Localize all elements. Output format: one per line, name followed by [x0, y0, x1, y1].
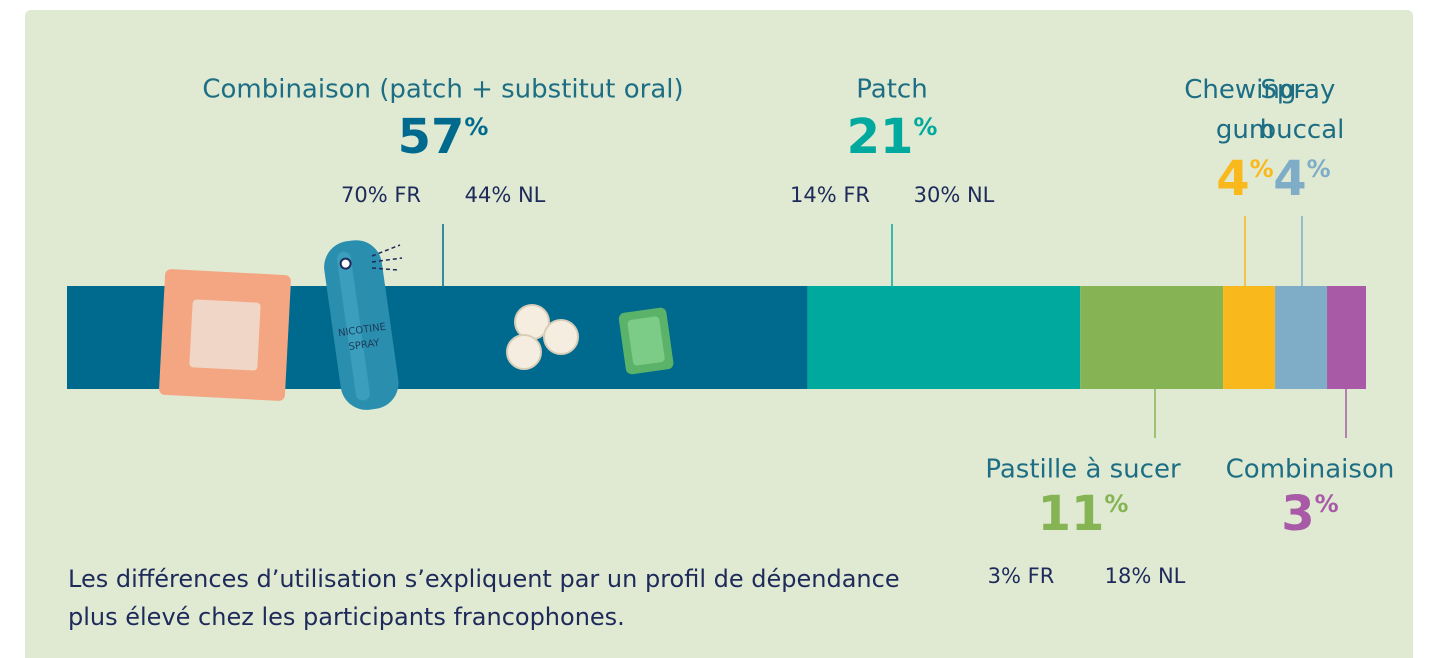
- category-label: Pastille à sucer: [985, 455, 1181, 485]
- note: Les différences d’utilisation s’explique…: [68, 565, 900, 631]
- value-label: 4%: [1216, 151, 1273, 207]
- detail-label: 14% FR: [790, 183, 870, 207]
- bar-segment: [1223, 286, 1276, 389]
- category-label: Patch: [856, 75, 927, 105]
- detail-label: 3% FR: [988, 564, 1055, 588]
- bar-segment: [1275, 286, 1328, 389]
- detail-label: 18% NL: [1105, 564, 1186, 588]
- category-label: Spray buccal: [1260, 75, 1345, 145]
- value-label: 3%: [1281, 486, 1338, 542]
- value-label: 11%: [1038, 486, 1129, 542]
- category-label: Combinaison (patch + substitut oral): [202, 75, 683, 105]
- value-label: 57%: [398, 109, 489, 165]
- detail-label: 44% NL: [465, 183, 546, 207]
- bar-segment: [807, 286, 1081, 389]
- bar-segment: [1327, 286, 1366, 389]
- category-label: Combinaison: [1226, 455, 1395, 485]
- detail-label: 70% FR: [341, 183, 421, 207]
- value-label: 21%: [847, 109, 938, 165]
- bar-segment: [1080, 286, 1224, 389]
- detail-label: 30% NL: [914, 183, 995, 207]
- category-label: Chewing-gum: [1184, 75, 1305, 145]
- illustrations: NICOTINE SPRAY: [159, 240, 674, 410]
- svg-text:SPRAY: SPRAY: [348, 338, 381, 353]
- value-label: 4%: [1273, 151, 1330, 207]
